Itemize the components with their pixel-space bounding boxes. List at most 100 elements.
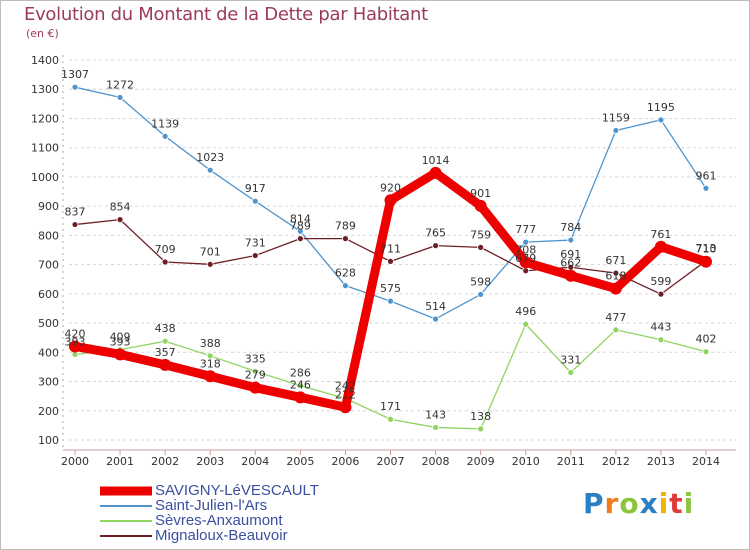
data-label-1: 961 (696, 169, 717, 182)
data-point-2 (161, 337, 169, 345)
y-tick-label: 200 (38, 405, 59, 418)
data-point-2 (387, 415, 394, 423)
data-point-2 (432, 424, 439, 431)
data-point-2 (567, 369, 575, 376)
y-tick-label: 1300 (31, 83, 59, 96)
x-tick-label: 2013 (647, 455, 675, 468)
data-label-3: 731 (245, 237, 266, 250)
data-label-1: 777 (515, 223, 536, 236)
data-label-0: 761 (650, 228, 671, 241)
data-point-2 (251, 367, 259, 375)
data-label-1: 1195 (647, 101, 675, 114)
data-label-0: 246 (290, 378, 311, 391)
legend-swatch-saint-julien (100, 505, 152, 507)
data-label-2: 335 (245, 352, 266, 365)
data-point-1 (657, 116, 665, 124)
data-label-3: 765 (425, 227, 446, 240)
proxiti-logo: Proxiti (583, 487, 695, 520)
y-tick-label: 1200 (31, 112, 59, 125)
y-tick-label: 800 (38, 229, 59, 242)
x-tick-label: 2004 (241, 455, 269, 468)
data-label-0: 710 (696, 243, 717, 256)
chart-subtitle: (en €) (26, 27, 59, 40)
data-point-2 (206, 352, 214, 360)
data-point-3 (432, 242, 439, 250)
x-tick-label: 2007 (377, 455, 405, 468)
data-point-0 (654, 240, 667, 253)
x-tick-label: 2002 (151, 455, 179, 468)
data-label-2: 393 (65, 335, 86, 348)
data-point-0 (384, 194, 397, 207)
data-label-3: 837 (65, 206, 86, 219)
data-point-2 (612, 326, 620, 334)
data-label-2: 331 (560, 353, 581, 366)
data-label-2: 402 (696, 333, 717, 346)
x-tick-label: 2001 (106, 455, 134, 468)
legend-label-sevres: Sèvres-Anxaumont (155, 512, 283, 529)
data-point-1 (477, 291, 485, 298)
data-label-3: 709 (155, 243, 176, 256)
data-point-2 (702, 348, 710, 356)
x-tick-label: 2009 (467, 455, 495, 468)
data-point-3 (522, 267, 530, 275)
data-point-3 (206, 260, 214, 268)
data-point-1 (702, 184, 710, 192)
data-point-2 (522, 320, 530, 328)
data-point-0 (339, 401, 352, 414)
data-point-3 (161, 258, 169, 266)
data-point-3 (342, 235, 349, 243)
data-label-3: 789 (290, 220, 311, 233)
data-label-1: 1307 (61, 68, 89, 81)
data-label-3: 759 (470, 228, 491, 241)
data-label-1: 917 (245, 182, 266, 195)
data-point-3 (116, 216, 124, 224)
x-tick-label: 2008 (422, 455, 450, 468)
legend-swatch-mignaloux (100, 535, 152, 537)
data-label-3: 789 (335, 220, 356, 233)
data-label-3: 599 (650, 275, 671, 288)
data-label-1: 1023 (196, 151, 224, 164)
data-point-0 (294, 391, 307, 404)
data-label-1: 514 (425, 300, 446, 313)
data-label-3: 711 (380, 242, 401, 255)
data-label-0: 901 (470, 187, 491, 200)
data-point-1 (161, 132, 169, 140)
data-label-3: 679 (515, 252, 536, 265)
data-point-3 (477, 243, 485, 251)
y-tick-label: 1400 (31, 54, 59, 67)
x-tick-label: 2012 (602, 455, 630, 468)
y-tick-label: 1100 (31, 142, 59, 155)
data-point-1 (522, 238, 530, 246)
data-label-0: 920 (380, 181, 401, 194)
y-tick-label: 500 (38, 317, 59, 330)
data-point-1 (432, 315, 439, 323)
data-point-0 (159, 358, 172, 371)
data-label-2: 138 (470, 410, 491, 423)
data-label-2: 477 (605, 311, 626, 324)
data-point-3 (657, 290, 665, 298)
legend-swatch-sevres (100, 520, 152, 522)
data-label-2: 496 (515, 305, 536, 318)
data-label-3: 671 (605, 254, 626, 267)
data-label-1: 575 (380, 282, 401, 295)
data-label-0: 279 (245, 369, 266, 382)
data-label-0: 420 (65, 327, 86, 340)
x-tick-label: 2005 (286, 455, 314, 468)
data-point-0 (609, 282, 622, 295)
data-label-1: 628 (335, 267, 356, 280)
legend-label-saint-julien: Saint-Julien-l'Ars (155, 497, 268, 514)
y-tick-label: 300 (38, 376, 59, 389)
data-label-2: 171 (380, 400, 401, 413)
data-point-1 (387, 297, 394, 305)
data-point-0 (429, 166, 442, 179)
data-label-3: 713 (696, 242, 717, 255)
data-point-0 (249, 381, 262, 394)
data-point-2 (296, 382, 304, 390)
legend-label-savigny: SAVIGNY-LéVESCAULT (155, 482, 319, 499)
data-point-1 (296, 227, 304, 235)
data-point-0 (474, 199, 487, 212)
data-label-2: 242 (335, 379, 356, 392)
x-tick-label: 2003 (196, 455, 224, 468)
data-label-2: 438 (155, 322, 176, 335)
data-point-0 (69, 340, 81, 353)
